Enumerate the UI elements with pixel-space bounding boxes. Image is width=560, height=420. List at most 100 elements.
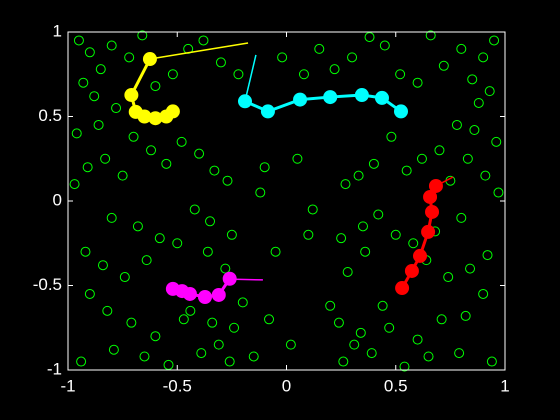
point (248, 351, 259, 362)
point (97, 260, 108, 271)
point (482, 250, 493, 261)
point (137, 30, 148, 41)
point (493, 187, 504, 198)
x-tick-label: 1 (500, 376, 509, 395)
point (366, 348, 377, 359)
trail-marker (165, 281, 180, 296)
trail-marker (142, 52, 157, 67)
point (379, 40, 390, 51)
trail-marker (395, 281, 410, 296)
point (342, 266, 353, 277)
point (119, 272, 130, 283)
point (102, 305, 113, 316)
trail-line (244, 54, 257, 102)
point (489, 35, 500, 46)
trail-marker (423, 189, 438, 204)
point (390, 229, 401, 240)
point (473, 97, 484, 108)
point (124, 52, 135, 63)
trail-marker (222, 271, 237, 286)
point (198, 35, 209, 46)
point (467, 74, 478, 85)
point (264, 314, 275, 325)
trail-marker (421, 224, 436, 239)
point (456, 212, 467, 223)
trail-marker (260, 104, 275, 119)
point (303, 229, 314, 240)
point (194, 148, 205, 159)
point (451, 119, 462, 130)
point (338, 356, 349, 367)
y-tick-label: 0.5 (38, 106, 62, 125)
point (226, 229, 237, 240)
point (202, 246, 213, 257)
point (307, 204, 318, 215)
point (224, 356, 235, 367)
point (176, 136, 187, 147)
point (126, 317, 137, 328)
point (478, 52, 489, 63)
point (150, 331, 161, 342)
point (146, 145, 157, 156)
point (399, 361, 410, 372)
point (178, 314, 189, 325)
point (438, 60, 449, 71)
point (340, 179, 351, 190)
point (460, 310, 471, 321)
point (329, 64, 340, 75)
point (423, 351, 434, 362)
y-tick-label: 0 (53, 190, 62, 209)
trail-marker (413, 248, 428, 263)
point (298, 69, 309, 80)
point (347, 52, 358, 63)
trail-marker (425, 204, 440, 219)
point (185, 305, 196, 316)
x-tick-label: -0.5 (163, 376, 192, 395)
point (167, 69, 178, 80)
point (436, 314, 447, 325)
point (69, 179, 80, 190)
point (84, 288, 95, 299)
point (80, 246, 91, 257)
point (386, 131, 397, 142)
point (237, 297, 248, 308)
point (349, 339, 360, 350)
point (314, 43, 325, 54)
point (368, 158, 379, 169)
point (154, 233, 165, 244)
point (209, 165, 220, 176)
point (454, 348, 465, 359)
point (117, 170, 128, 181)
trail-marker (374, 90, 389, 105)
point (82, 162, 93, 173)
point (416, 153, 427, 164)
point (128, 131, 139, 142)
point (277, 52, 288, 63)
point (480, 170, 491, 181)
point (95, 64, 106, 75)
point (353, 170, 364, 181)
point (360, 246, 371, 257)
trail-marker (404, 263, 419, 278)
trail-marker (211, 287, 226, 302)
point (355, 327, 366, 338)
point (93, 119, 104, 130)
point (89, 91, 100, 102)
point (76, 356, 87, 367)
point (491, 136, 502, 147)
point (325, 300, 336, 311)
point (108, 344, 119, 355)
point (285, 339, 296, 350)
point (222, 175, 233, 186)
trail-marker (428, 178, 443, 193)
point (270, 246, 281, 257)
trail-marker (148, 111, 163, 126)
point (443, 272, 454, 283)
trail-marker (197, 289, 212, 304)
y-tick-label: -1 (47, 359, 62, 378)
point (73, 35, 84, 46)
point (384, 322, 395, 333)
point (478, 288, 489, 299)
point (412, 334, 423, 345)
